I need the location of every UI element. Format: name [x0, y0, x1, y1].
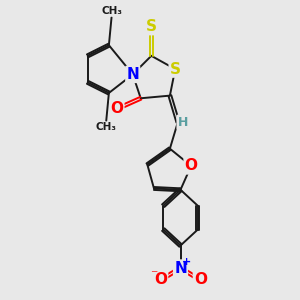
Text: O: O — [110, 101, 123, 116]
Text: N: N — [126, 67, 139, 82]
Text: S: S — [146, 19, 157, 34]
Text: +: + — [182, 257, 191, 267]
Text: O: O — [194, 272, 207, 287]
Text: O: O — [184, 158, 198, 173]
Text: O: O — [154, 272, 167, 287]
Text: ⁻: ⁻ — [150, 268, 158, 282]
Text: CH₃: CH₃ — [101, 6, 122, 16]
Text: H: H — [177, 116, 188, 129]
Text: S: S — [170, 61, 181, 76]
Text: CH₃: CH₃ — [96, 122, 117, 132]
Text: N: N — [174, 260, 187, 275]
